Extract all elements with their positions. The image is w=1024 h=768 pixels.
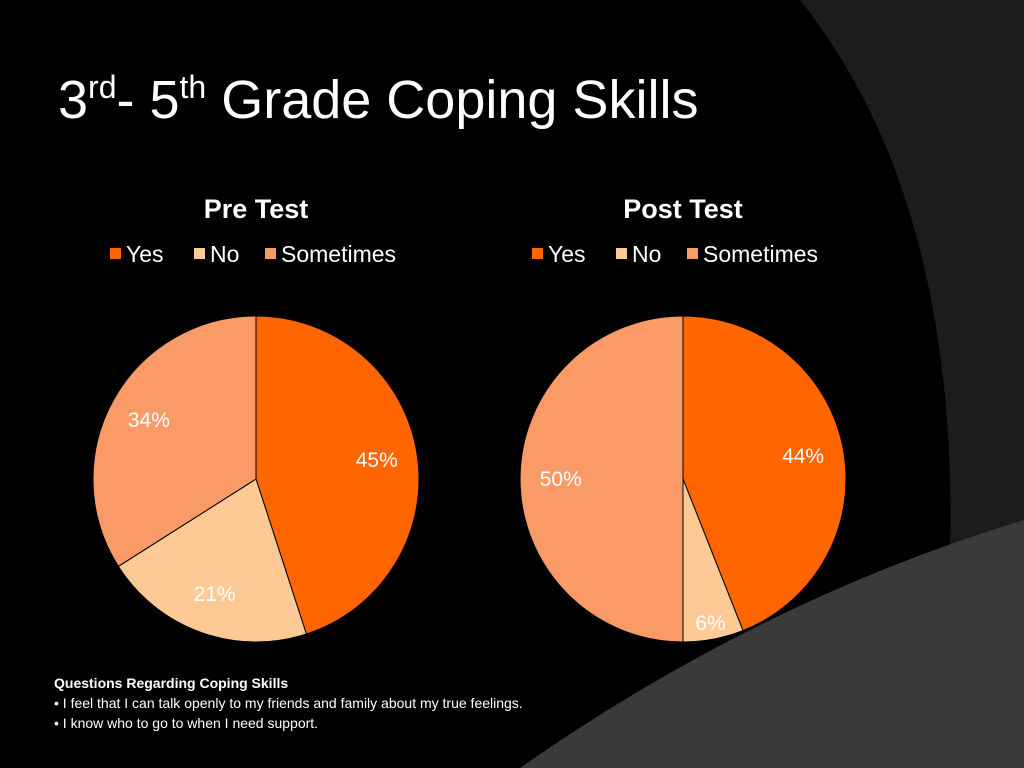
- legend-label: Yes: [548, 241, 586, 267]
- pie-slice: [519, 315, 684, 643]
- legend-swatch: [194, 248, 205, 259]
- pie-slice: [92, 315, 257, 568]
- chart-title: Post Test: [623, 194, 743, 224]
- legend-swatch: [110, 248, 121, 259]
- data-label: 45%: [356, 449, 398, 472]
- legend-swatch: [265, 248, 276, 259]
- data-label: 6%: [695, 612, 725, 635]
- legend-swatch: [532, 248, 543, 259]
- legend-label: No: [632, 241, 661, 267]
- legend-label: Sometimes: [281, 241, 396, 267]
- title-part: - 5: [117, 70, 180, 130]
- title-sup: th: [180, 69, 207, 105]
- data-label: 50%: [540, 468, 582, 491]
- pie-slice: [255, 315, 420, 635]
- title-part: Grade Coping Skills: [206, 70, 698, 130]
- decor-wedge: [520, 520, 1024, 768]
- chart-title: Pre Test: [204, 194, 309, 224]
- data-label: 21%: [194, 583, 236, 606]
- legend-label: No: [210, 241, 239, 267]
- notes-heading: Questions Regarding Coping Skills: [54, 675, 288, 691]
- legend-swatch: [616, 248, 627, 259]
- title-sup: rd: [88, 69, 116, 105]
- slide-title: 3rd- 5th Grade Coping Skills: [58, 69, 698, 130]
- pie-slice: [682, 315, 847, 632]
- data-label: 44%: [782, 445, 824, 468]
- pie-slice: [117, 478, 308, 643]
- notes-item: • I feel that I can talk openly to my fr…: [54, 695, 523, 711]
- notes-item: • I know who to go to when I need suppor…: [54, 715, 318, 731]
- legend-label: Yes: [126, 241, 164, 267]
- legend-swatch: [687, 248, 698, 259]
- decor-band: [800, 0, 1024, 560]
- title-part: 3: [58, 70, 88, 130]
- legend-label: Sometimes: [703, 241, 818, 267]
- data-label: 34%: [128, 409, 170, 432]
